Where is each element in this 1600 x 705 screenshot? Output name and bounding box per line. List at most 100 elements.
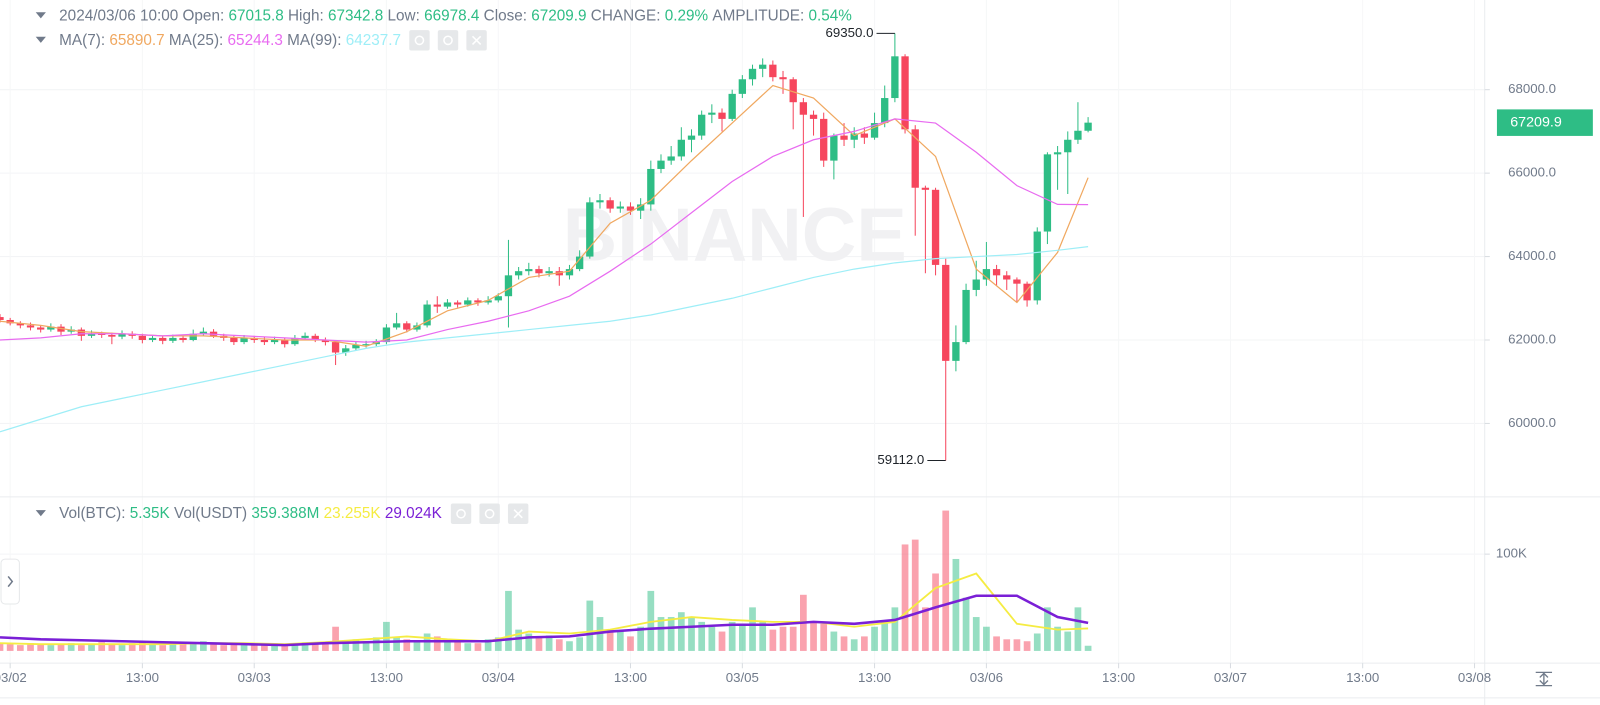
volume-bar — [952, 558, 960, 651]
volume-bar — [240, 644, 248, 651]
legend-value: 65890.7 — [109, 32, 164, 49]
volume-bar — [515, 629, 522, 651]
volume-bar — [891, 607, 899, 651]
candle-body — [606, 200, 614, 209]
legend-icon-button[interactable] — [479, 503, 500, 524]
volume-bar — [372, 637, 380, 651]
candle-body — [942, 264, 950, 361]
candle-body — [47, 326, 55, 330]
candle-body — [291, 337, 299, 345]
legend-value: 64237.7 — [346, 32, 401, 49]
legend-value: 359.388M — [251, 505, 319, 522]
volume-bar — [1064, 631, 1072, 651]
last-price-label: 67209.9 — [1510, 114, 1562, 130]
candle-body — [321, 340, 330, 343]
candle-body — [1013, 279, 1021, 284]
x-tick-label: 13:00 — [1346, 670, 1379, 685]
candle-body — [494, 296, 502, 301]
volume-bar — [871, 626, 878, 651]
volume-bar — [525, 633, 533, 651]
volume-bar — [261, 644, 268, 651]
time: 2024/03/06 10:00 — [59, 7, 178, 24]
volume-bar — [840, 636, 848, 651]
candle-body — [870, 123, 879, 138]
value: 67209.9 — [531, 7, 586, 24]
volume-bar — [657, 617, 665, 651]
x-tick-label: 13:00 — [370, 670, 403, 685]
volume-bar — [627, 636, 634, 651]
label: CHANGE: — [591, 7, 661, 24]
candle-body — [779, 77, 787, 80]
volume-bar — [535, 637, 543, 651]
volume-bar — [820, 623, 828, 651]
candle-body — [1003, 275, 1011, 280]
label: Close: — [484, 7, 527, 24]
candle-body — [413, 325, 421, 330]
volume-bar — [616, 631, 624, 651]
x-tick-label: 03/07 — [1214, 670, 1247, 685]
collapse-icon[interactable] — [35, 36, 46, 43]
candle-body — [474, 300, 482, 303]
annotation: 59112.0 — [877, 452, 924, 467]
volume-bar — [57, 644, 65, 651]
candle-body — [1043, 154, 1052, 232]
candle-body — [850, 133, 858, 140]
volume-bar — [189, 642, 197, 651]
volume-bar — [250, 645, 258, 651]
candle-body — [616, 206, 624, 209]
x-tick-label: 13:00 — [858, 670, 891, 685]
legend-icon-button[interactable] — [450, 503, 472, 524]
candle-body — [626, 206, 635, 211]
collapse-icon[interactable] — [35, 12, 46, 19]
expand-icon — [7, 575, 14, 588]
candle-body — [484, 300, 492, 303]
volume-bar — [301, 642, 309, 651]
collapse-icon[interactable] — [35, 510, 46, 517]
label: Open: — [183, 7, 225, 24]
volume-bar — [444, 641, 451, 651]
candle-body — [1023, 283, 1031, 301]
close-icon — [513, 509, 523, 519]
x-tick-label: 03/02 — [0, 670, 27, 685]
visibility-icon — [456, 508, 466, 519]
watermark: BINANCE — [563, 193, 907, 277]
volume-bar — [342, 641, 350, 651]
legend-name: MA(7): — [59, 32, 105, 49]
candle-body — [87, 333, 96, 336]
y-tick-label: 100K — [1496, 546, 1527, 561]
settings-icon — [443, 35, 453, 46]
close-icon — [471, 35, 482, 45]
candle-body — [230, 337, 238, 343]
candle-body — [769, 64, 777, 78]
candle-body — [718, 112, 726, 119]
volume-bar — [27, 643, 34, 651]
legend-icon-button[interactable] — [409, 30, 430, 51]
volume-bar — [576, 637, 583, 651]
candle-body — [759, 64, 767, 69]
y-tick-label: 68000.0 — [1508, 81, 1556, 96]
candle-body — [179, 337, 187, 341]
volume-bar — [474, 643, 482, 651]
volume-bar — [311, 643, 319, 651]
ma-legend: MA(7): 65890.7 MA(25): 65244.3 MA(99): 6… — [59, 32, 401, 49]
expand-button[interactable] — [0, 558, 20, 605]
y-tick-label: 64000.0 — [1508, 248, 1556, 263]
candle-body — [392, 323, 401, 328]
candle-body — [596, 200, 604, 203]
volume-bar — [718, 631, 726, 651]
volume-bar — [464, 643, 472, 651]
scale-icon[interactable] — [1535, 671, 1553, 687]
volume-bar — [637, 626, 645, 651]
volume-bar — [881, 621, 889, 651]
value: 66978.4 — [424, 7, 480, 24]
volume-bar — [322, 644, 329, 651]
legend-icon-button[interactable] — [437, 30, 459, 51]
candle-body — [270, 340, 279, 343]
candle-body — [331, 342, 340, 353]
volume-bar — [0, 643, 4, 651]
volume-bar — [37, 644, 45, 651]
volume-bar — [932, 573, 939, 651]
x-tick-label: 13:00 — [1102, 670, 1135, 685]
volume-bar — [667, 617, 675, 651]
volume-bar — [810, 621, 817, 651]
